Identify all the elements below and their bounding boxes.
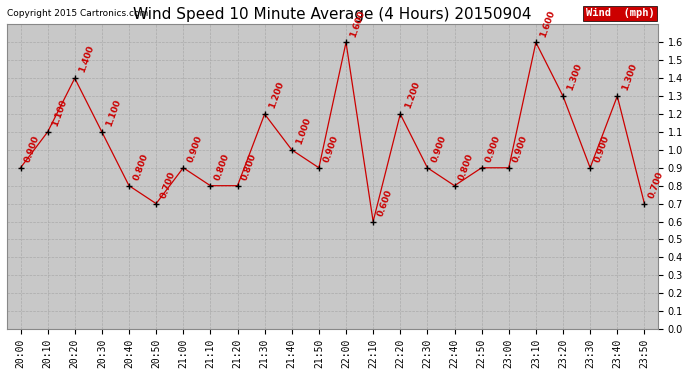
Text: 0.800: 0.800 (240, 152, 258, 182)
Text: 0.800: 0.800 (457, 152, 475, 182)
Text: 0.600: 0.600 (376, 188, 394, 218)
Title: Wind Speed 10 Minute Average (4 Hours) 20150904: Wind Speed 10 Minute Average (4 Hours) 2… (133, 7, 532, 22)
Text: Copyright 2015 Cartronics.com: Copyright 2015 Cartronics.com (7, 9, 148, 18)
Text: 1.300: 1.300 (620, 63, 638, 92)
Text: Wind  (mph): Wind (mph) (586, 8, 655, 18)
Text: 1.200: 1.200 (403, 80, 421, 110)
Text: 1.200: 1.200 (268, 80, 286, 110)
Text: 0.900: 0.900 (593, 134, 611, 164)
Text: 0.900: 0.900 (430, 134, 448, 164)
Text: 0.900: 0.900 (186, 134, 204, 164)
Text: 1.100: 1.100 (105, 98, 123, 128)
Text: 1.600: 1.600 (348, 9, 367, 38)
Text: 1.600: 1.600 (539, 9, 557, 38)
Text: 1.300: 1.300 (566, 63, 584, 92)
Text: 0.700: 0.700 (159, 170, 177, 200)
Text: 0.900: 0.900 (484, 134, 502, 164)
Text: 1.400: 1.400 (77, 44, 96, 74)
Text: 0.900: 0.900 (511, 134, 530, 164)
Text: 1.100: 1.100 (50, 98, 68, 128)
Text: 0.900: 0.900 (322, 134, 339, 164)
Text: 0.700: 0.700 (647, 170, 665, 200)
Text: 1.000: 1.000 (295, 116, 313, 146)
Text: 0.900: 0.900 (23, 134, 41, 164)
Text: 0.800: 0.800 (132, 152, 150, 182)
Text: 0.800: 0.800 (213, 152, 231, 182)
